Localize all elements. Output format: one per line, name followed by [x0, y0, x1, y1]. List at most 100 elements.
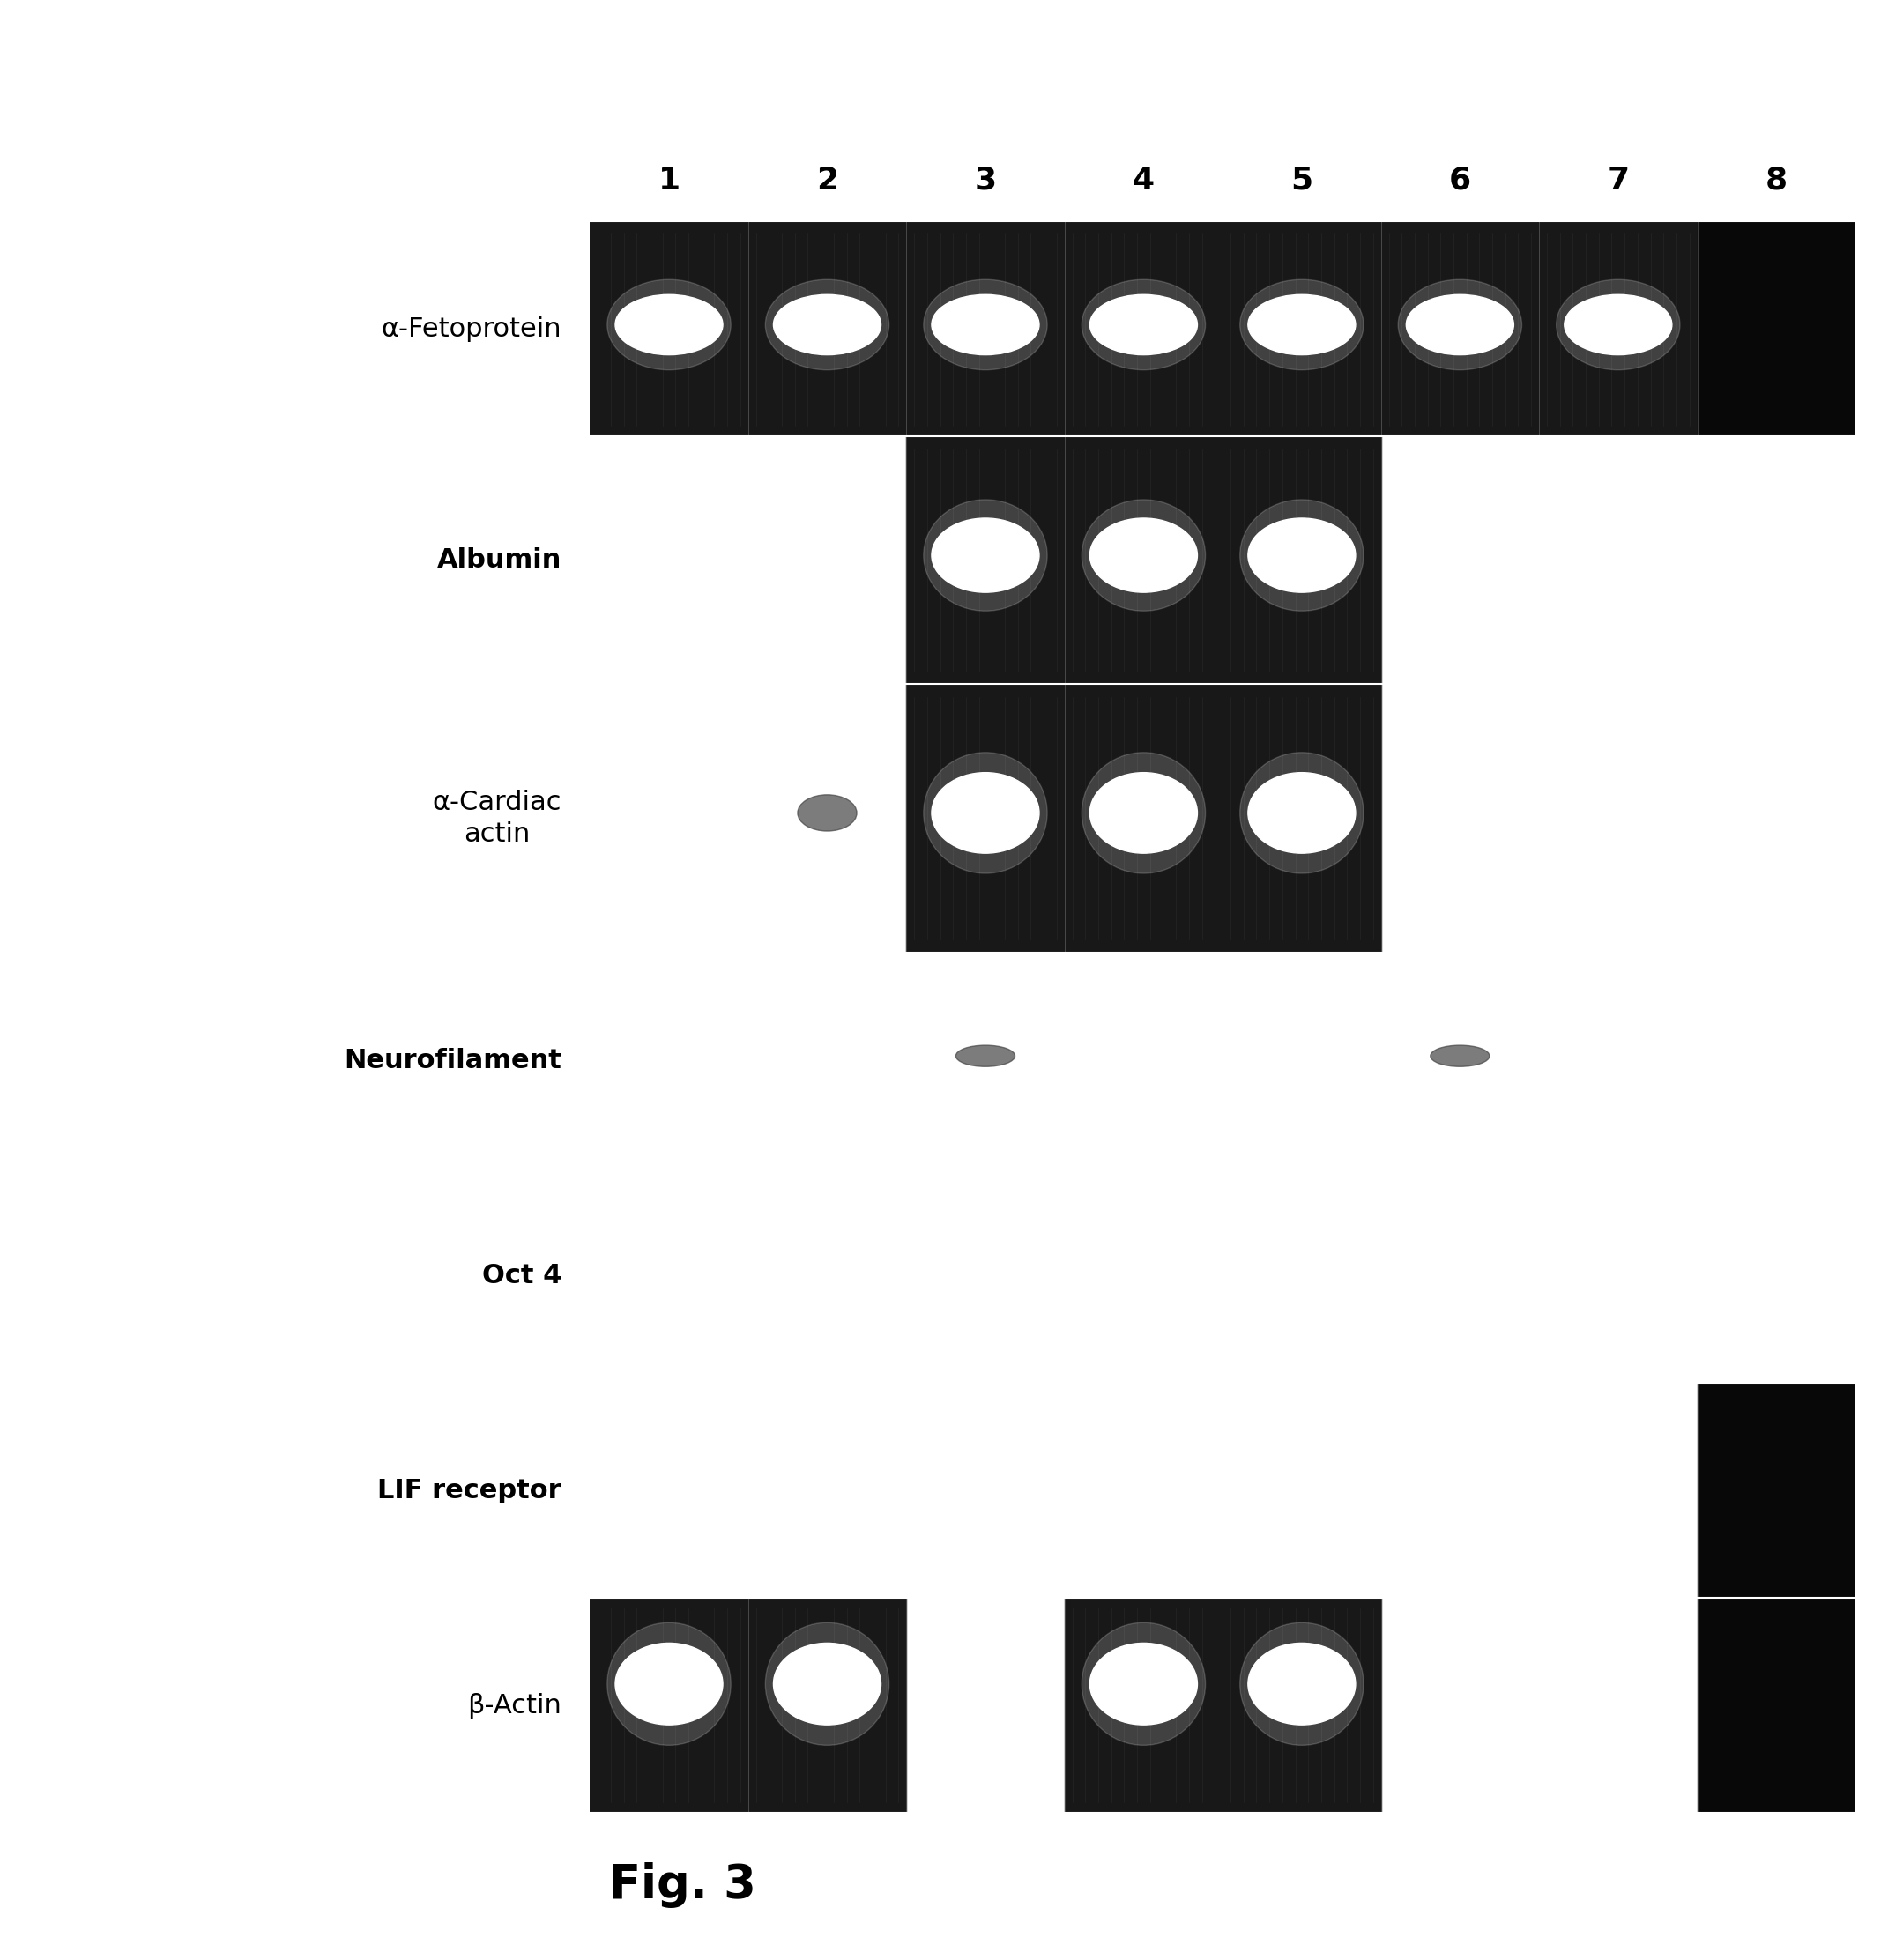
Ellipse shape — [1090, 517, 1197, 592]
Bar — [748, 1597, 906, 1813]
Ellipse shape — [1248, 772, 1355, 853]
Ellipse shape — [1406, 772, 1513, 853]
Ellipse shape — [765, 1225, 889, 1317]
Bar — [1540, 1384, 1697, 1597]
Ellipse shape — [932, 517, 1039, 592]
Ellipse shape — [1399, 500, 1522, 612]
Ellipse shape — [932, 1642, 1039, 1725]
Bar — [1222, 684, 1382, 953]
Ellipse shape — [932, 772, 1039, 853]
Bar — [1064, 221, 1222, 437]
Ellipse shape — [615, 1642, 723, 1725]
Ellipse shape — [1241, 500, 1364, 612]
Ellipse shape — [1081, 1623, 1205, 1744]
Bar — [590, 1597, 748, 1813]
Ellipse shape — [1557, 280, 1680, 370]
Bar — [1382, 221, 1540, 437]
Text: β-Actin: β-Actin — [466, 1693, 561, 1719]
Ellipse shape — [765, 1429, 889, 1543]
Ellipse shape — [615, 1241, 723, 1301]
Text: 3: 3 — [974, 165, 997, 196]
Text: 1: 1 — [658, 165, 679, 196]
Ellipse shape — [773, 1241, 881, 1301]
Ellipse shape — [1564, 772, 1673, 853]
Ellipse shape — [1406, 1642, 1513, 1725]
Ellipse shape — [1557, 1623, 1680, 1744]
Bar — [1222, 437, 1382, 684]
Ellipse shape — [1090, 772, 1197, 853]
Text: Fig. 3: Fig. 3 — [609, 1862, 755, 1909]
Ellipse shape — [1399, 753, 1522, 874]
Ellipse shape — [1081, 280, 1205, 370]
Ellipse shape — [1090, 1642, 1197, 1725]
Ellipse shape — [1406, 294, 1513, 355]
Ellipse shape — [1399, 1225, 1522, 1317]
Text: 8: 8 — [1766, 165, 1787, 196]
Bar — [1697, 1384, 1855, 1597]
Ellipse shape — [1406, 517, 1513, 592]
Ellipse shape — [765, 500, 889, 612]
Ellipse shape — [1557, 753, 1680, 874]
Ellipse shape — [607, 1225, 731, 1317]
Bar — [1222, 1384, 1382, 1597]
Ellipse shape — [1564, 294, 1673, 355]
Text: Albumin: Albumin — [438, 547, 561, 572]
Bar — [1697, 221, 1855, 437]
Text: Neurofilament: Neurofilament — [344, 1047, 561, 1072]
Ellipse shape — [607, 1623, 731, 1744]
Ellipse shape — [765, 280, 889, 370]
Bar — [1064, 437, 1222, 684]
Ellipse shape — [955, 1045, 1014, 1066]
Text: 2: 2 — [816, 165, 839, 196]
Text: α-Fetoprotein: α-Fetoprotein — [381, 316, 561, 341]
Ellipse shape — [1090, 294, 1197, 355]
Text: 5: 5 — [1290, 165, 1313, 196]
Ellipse shape — [773, 517, 881, 592]
Bar — [906, 221, 1064, 437]
Ellipse shape — [1406, 1241, 1513, 1301]
Ellipse shape — [615, 294, 723, 355]
Bar — [906, 1384, 1064, 1597]
Bar — [590, 221, 748, 437]
Text: α-Cardiac
actin: α-Cardiac actin — [432, 790, 561, 847]
Ellipse shape — [607, 280, 731, 370]
Ellipse shape — [923, 280, 1047, 370]
Bar — [1064, 1384, 1222, 1597]
Text: LIF receptor: LIF receptor — [377, 1478, 561, 1503]
Ellipse shape — [773, 1642, 881, 1725]
Text: 7: 7 — [1606, 165, 1629, 196]
Text: 4: 4 — [1132, 165, 1155, 196]
Bar — [1222, 221, 1382, 437]
Bar — [1540, 221, 1697, 437]
Ellipse shape — [1248, 294, 1355, 355]
Ellipse shape — [1081, 500, 1205, 612]
Ellipse shape — [1399, 280, 1522, 370]
Ellipse shape — [1248, 1642, 1355, 1725]
Ellipse shape — [923, 500, 1047, 612]
Bar — [1064, 1597, 1222, 1813]
Bar — [906, 684, 1064, 953]
Ellipse shape — [923, 1623, 1047, 1744]
Ellipse shape — [607, 1429, 731, 1543]
Ellipse shape — [1399, 1623, 1522, 1744]
Ellipse shape — [1248, 517, 1355, 592]
Ellipse shape — [773, 1448, 881, 1523]
Ellipse shape — [797, 794, 856, 831]
Bar — [1697, 1597, 1855, 1813]
Text: Oct 4: Oct 4 — [481, 1262, 561, 1288]
Bar — [1222, 1597, 1382, 1813]
Ellipse shape — [932, 294, 1039, 355]
Bar — [1382, 1384, 1540, 1597]
Ellipse shape — [615, 1448, 723, 1523]
Ellipse shape — [1431, 1045, 1490, 1066]
Ellipse shape — [1241, 280, 1364, 370]
Bar — [748, 221, 906, 437]
Ellipse shape — [1081, 753, 1205, 874]
Ellipse shape — [1241, 1623, 1364, 1744]
Ellipse shape — [773, 294, 881, 355]
Ellipse shape — [1241, 753, 1364, 874]
Bar — [1064, 684, 1222, 953]
Ellipse shape — [1564, 1642, 1673, 1725]
Bar — [906, 437, 1064, 684]
Ellipse shape — [923, 753, 1047, 874]
